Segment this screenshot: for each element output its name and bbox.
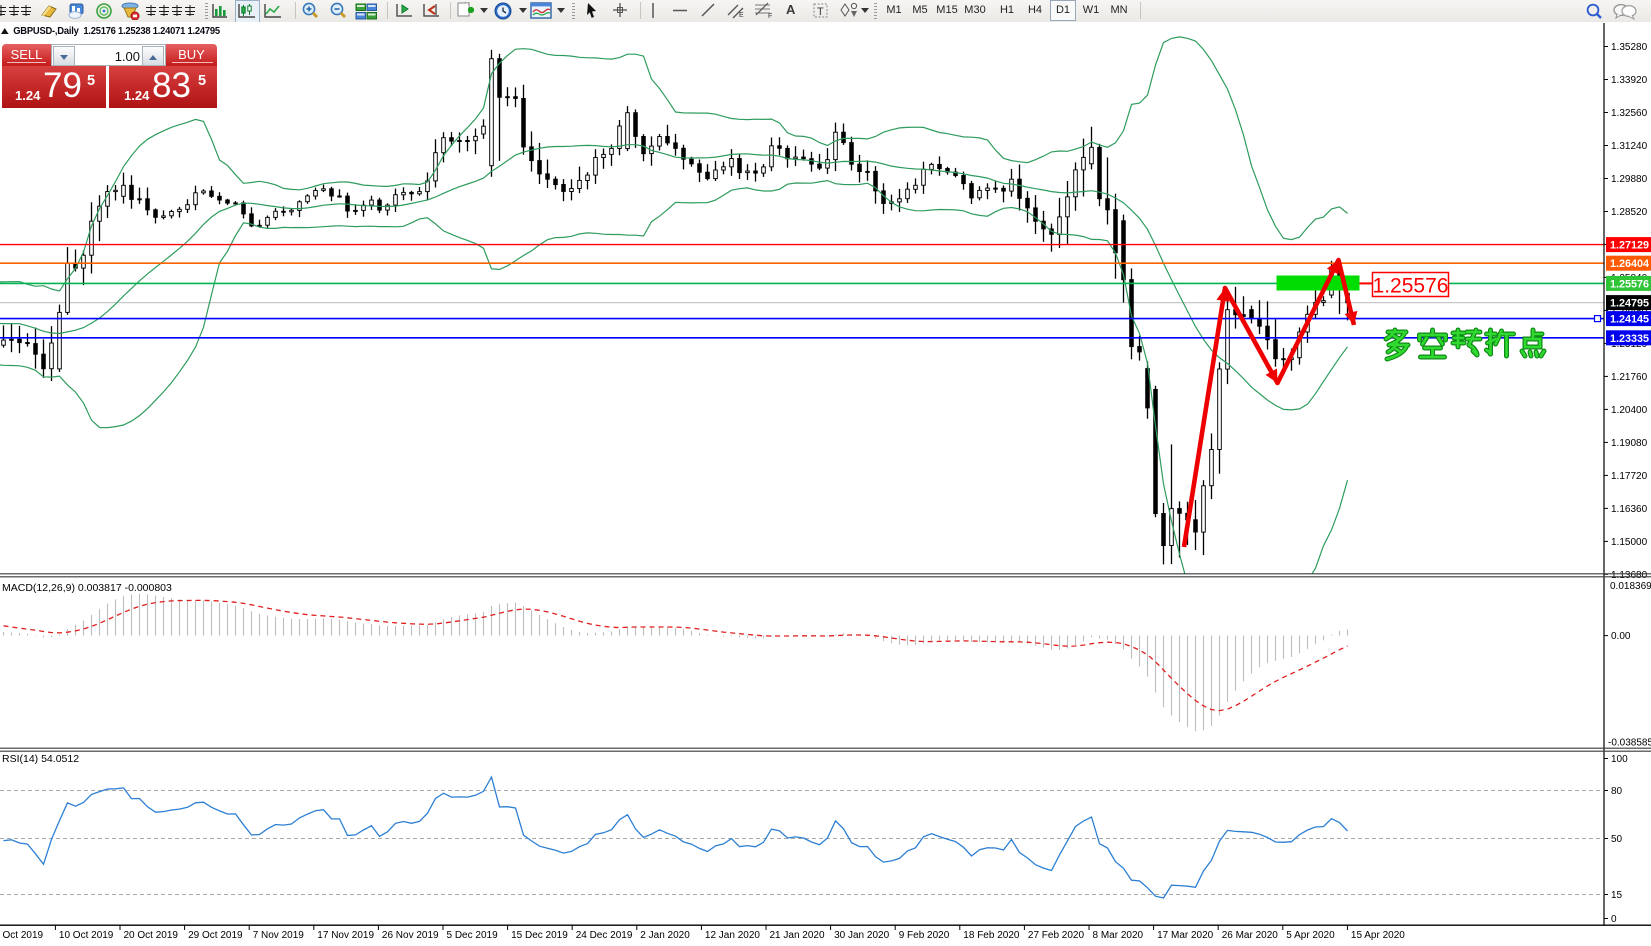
svg-text:1.27129: 1.27129	[1610, 240, 1649, 252]
svg-text:17 Mar 2020: 17 Mar 2020	[1157, 930, 1214, 941]
svg-text:15 Dec 2019: 15 Dec 2019	[511, 930, 568, 941]
svg-text:1.33920: 1.33920	[1611, 75, 1648, 86]
svg-text:9 Feb 2020: 9 Feb 2020	[899, 930, 950, 941]
svg-text:E: E	[739, 12, 744, 19]
svg-text:0.018369: 0.018369	[1610, 581, 1651, 592]
svg-text:1.20400: 1.20400	[1611, 405, 1648, 416]
svg-text:1.31240: 1.31240	[1611, 141, 1648, 152]
svg-text:1.29880: 1.29880	[1611, 174, 1648, 185]
svg-text:30 Jan 2020: 30 Jan 2020	[834, 930, 889, 941]
svg-text:29 Oct 2019: 29 Oct 2019	[188, 930, 243, 941]
svg-text:1.25576: 1.25576	[1610, 278, 1649, 290]
svg-text:26 Nov 2019: 26 Nov 2019	[382, 930, 439, 941]
svg-text:8 Mar 2020: 8 Mar 2020	[1093, 930, 1144, 941]
svg-text:1.32560: 1.32560	[1611, 108, 1648, 119]
svg-text:2 Jan 2020: 2 Jan 2020	[640, 930, 690, 941]
svg-text:18 Feb 2020: 18 Feb 2020	[963, 930, 1020, 941]
svg-text:1.28520: 1.28520	[1611, 207, 1648, 218]
svg-text:1.15000: 1.15000	[1611, 537, 1648, 548]
svg-text:27 Feb 2020: 27 Feb 2020	[1028, 930, 1085, 941]
svg-text:10 Oct 2019: 10 Oct 2019	[59, 930, 114, 941]
svg-text:F: F	[768, 13, 772, 20]
svg-text:100: 100	[1611, 754, 1628, 765]
svg-text:17 Nov 2019: 17 Nov 2019	[317, 930, 374, 941]
svg-text:1.23335: 1.23335	[1610, 333, 1649, 345]
svg-text:1.13680: 1.13680	[1611, 570, 1648, 581]
svg-text:24 Dec 2019: 24 Dec 2019	[576, 930, 633, 941]
svg-text:1.35280: 1.35280	[1611, 42, 1648, 53]
svg-text:7 Nov 2019: 7 Nov 2019	[253, 930, 305, 941]
svg-text:MACD(12,26,9) 0.003817 -0.0008: MACD(12,26,9) 0.003817 -0.000803	[2, 582, 172, 594]
svg-text:1.25576: 1.25576	[1373, 275, 1449, 298]
svg-text:1.24795: 1.24795	[1610, 298, 1649, 310]
svg-text:15 Apr 2020: 15 Apr 2020	[1351, 930, 1405, 941]
svg-text:0: 0	[1611, 914, 1617, 925]
svg-text:-0.038585: -0.038585	[1608, 738, 1651, 749]
svg-text:0.00: 0.00	[1611, 631, 1631, 642]
svg-text:21 Jan 2020: 21 Jan 2020	[770, 930, 825, 941]
svg-text:1.19080: 1.19080	[1611, 438, 1648, 449]
svg-text:1.17720: 1.17720	[1611, 471, 1648, 482]
svg-text:50: 50	[1611, 834, 1623, 845]
svg-text:1.24145: 1.24145	[1610, 314, 1649, 326]
svg-text:RSI(14) 54.0512: RSI(14) 54.0512	[2, 753, 79, 765]
svg-text:12 Jan 2020: 12 Jan 2020	[705, 930, 760, 941]
svg-text:T: T	[817, 6, 824, 18]
svg-text:15: 15	[1611, 890, 1623, 901]
svg-text:Oct 2019: Oct 2019	[3, 930, 44, 941]
svg-text:1.26404: 1.26404	[1610, 258, 1649, 270]
svg-text:1.21760: 1.21760	[1611, 372, 1648, 383]
svg-text:20 Oct 2019: 20 Oct 2019	[124, 930, 179, 941]
svg-text:5 Dec 2019: 5 Dec 2019	[447, 930, 499, 941]
svg-text:5 Apr 2020: 5 Apr 2020	[1286, 930, 1335, 941]
svg-text:26 Mar 2020: 26 Mar 2020	[1222, 930, 1279, 941]
svg-text:1.16360: 1.16360	[1611, 504, 1648, 515]
svg-text:80: 80	[1611, 786, 1623, 797]
